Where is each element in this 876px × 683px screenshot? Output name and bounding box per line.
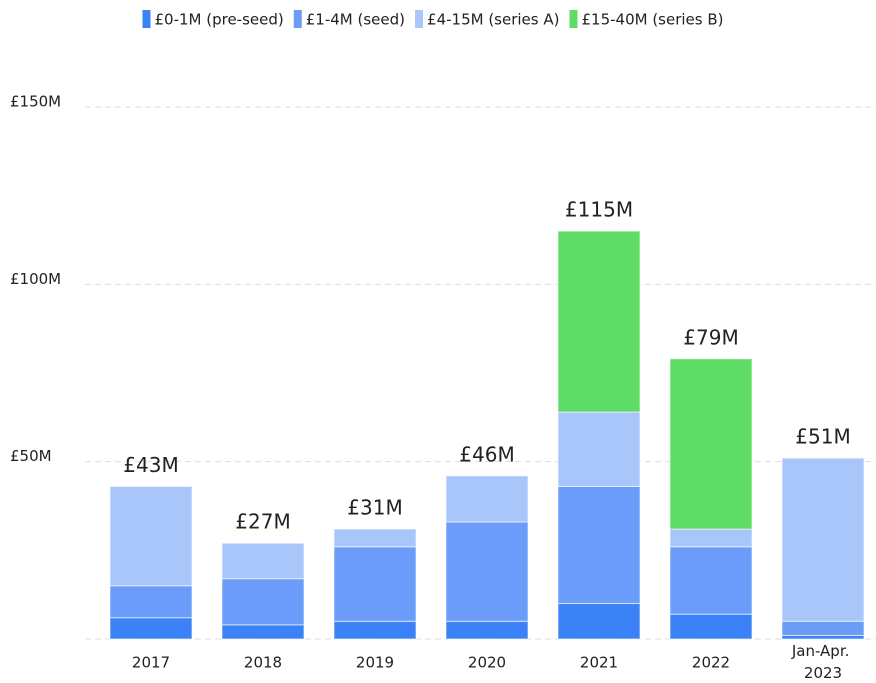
x-tick-label: 2019 <box>356 654 394 672</box>
legend-label: £4-15M (series A) <box>427 11 559 29</box>
legend-label: £1-4M (seed) <box>306 11 405 29</box>
bar-segment <box>557 485 641 605</box>
x-tick-label: 2017 <box>132 654 170 672</box>
bar-segment <box>445 521 529 622</box>
legend-label: £0-1M (pre-seed) <box>154 11 283 29</box>
bar-segment <box>333 528 417 548</box>
y-tick-label: £150M <box>10 93 61 111</box>
legend-swatch <box>142 10 151 28</box>
bar-segment <box>669 546 753 615</box>
bar-segment <box>557 230 641 413</box>
bar-segment <box>557 411 641 487</box>
bar-segment <box>669 358 753 530</box>
bar-segment <box>445 475 529 523</box>
x-tick-label: Jan-Apr. 2023 <box>791 642 854 682</box>
bar-segment <box>109 485 193 587</box>
total-label: £46M <box>459 442 514 466</box>
bar-segment <box>221 542 305 580</box>
x-tick-line: Jan-Apr. <box>791 642 854 660</box>
bar-segment <box>781 620 865 636</box>
bar-segment <box>669 613 753 640</box>
bar-segment <box>109 585 193 619</box>
total-label: £27M <box>235 510 290 534</box>
legend-swatch <box>569 10 578 28</box>
x-tick-label: 2022 <box>692 654 730 672</box>
legend-swatch <box>415 10 424 28</box>
legend-label: £15-40M (series B) <box>581 11 723 29</box>
y-tick-label: £50M <box>10 447 52 465</box>
total-label: £43M <box>123 453 178 477</box>
total-label: £115M <box>565 198 633 222</box>
bar-segment <box>445 620 529 640</box>
x-tick-label: 2018 <box>244 654 282 672</box>
total-label: £31M <box>347 496 402 520</box>
bar-segment <box>781 457 865 622</box>
bar-segment <box>109 617 193 640</box>
bar-segment <box>333 546 417 622</box>
x-tick-label: 2020 <box>468 654 506 672</box>
x-tick-label: 2021 <box>580 654 618 672</box>
bar-segment <box>781 634 865 640</box>
total-label: £51M <box>795 425 850 449</box>
legend-swatch <box>293 10 302 28</box>
bar-segment <box>221 624 305 640</box>
y-tick-label: £100M <box>10 270 61 288</box>
bar-segment <box>221 578 305 626</box>
x-tick-line: 2023 <box>804 664 842 682</box>
bar-segment <box>333 620 417 640</box>
bar-segment <box>669 528 753 548</box>
bar-segment <box>557 603 641 640</box>
legend: £0-1M (pre-seed) £1-4M (seed) £4-15M (seri… <box>142 10 724 29</box>
total-label: £79M <box>683 325 738 349</box>
